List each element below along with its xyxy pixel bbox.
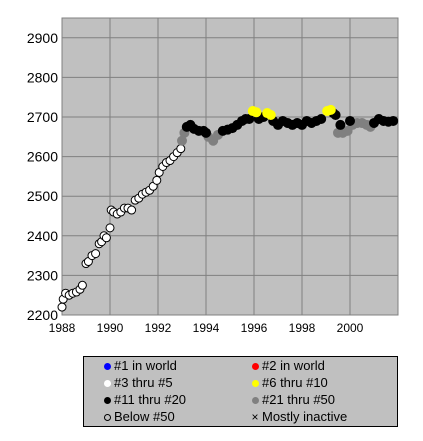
data-point — [177, 135, 187, 146]
data-point — [265, 110, 276, 121]
data-point — [244, 113, 255, 124]
blue-dot-icon — [103, 363, 111, 370]
data-point — [335, 119, 346, 130]
series-0 — [57, 144, 186, 312]
data-point — [152, 175, 162, 185]
data-point — [251, 107, 262, 118]
legend-item-below-50: Below #50 — [102, 409, 175, 425]
y-tick-label: 2300 — [27, 267, 58, 283]
data-point — [57, 302, 67, 312]
x-tick-label: 1990 — [97, 321, 124, 335]
x-tick-label: 1996 — [241, 321, 268, 335]
y-tick-label: 2800 — [27, 69, 58, 85]
data-point — [105, 223, 115, 233]
red-dot-icon — [251, 363, 259, 370]
gray-dot-icon — [251, 397, 259, 404]
legend-item-inactive: × Mostly inactive — [251, 409, 348, 424]
y-tick-label: 2700 — [27, 109, 58, 125]
data-point — [345, 115, 355, 126]
white-dot-icon — [103, 380, 111, 387]
legend-item-rank-21-50: #21 thru #50 — [250, 392, 335, 408]
plot-area — [61, 17, 399, 316]
legend-item-rank-1: #1 in world — [102, 358, 177, 374]
series-2 — [181, 108, 399, 138]
data-point — [388, 115, 399, 126]
y-tick-label: 2600 — [27, 149, 58, 165]
ring-icon — [103, 414, 111, 421]
legend-item-rank-6-10: #6 thru #10 — [250, 375, 328, 391]
y-tick-label: 2900 — [27, 30, 58, 46]
legend: #1 in world #2 in world #3 thru #5 #6 th… — [83, 356, 398, 427]
y-tick-label: 2500 — [27, 188, 58, 204]
x-tick-label: 1992 — [145, 321, 172, 335]
x-tick-label: 2000 — [337, 321, 364, 335]
data-point — [91, 249, 101, 259]
legend-item-rank-3-5: #3 thru #5 — [102, 375, 173, 391]
data-point — [316, 113, 327, 124]
series-3 — [247, 104, 336, 121]
chart: 2200 2300 2400 2500 2600 2700 2800 2900 1988 199… — [27, 17, 399, 335]
x-tick-label: 1988 — [49, 321, 76, 335]
legend-item-rank-2: #2 in world — [250, 358, 325, 374]
x-tick-label: 1994 — [193, 321, 220, 335]
legend-item-rank-11-20: #11 thru #20 — [102, 392, 186, 408]
y-tick-label: 2200 — [27, 307, 58, 323]
y-tick-label: 2400 — [27, 228, 58, 244]
yellow-dot-icon — [251, 380, 259, 387]
data-points — [57, 104, 399, 312]
data-point — [127, 205, 137, 215]
gridlines — [61, 18, 398, 316]
x-tick-label: 1998 — [289, 321, 316, 335]
y-axis-ticks: 2200 2300 2400 2500 2600 2700 2800 2900 — [27, 30, 58, 323]
data-point — [201, 127, 211, 138]
x-axis-ticks: 1988 1990 1992 1994 1996 1998 2000 — [49, 321, 364, 335]
data-point — [176, 144, 186, 154]
data-point — [325, 104, 336, 115]
data-point — [101, 233, 111, 243]
black-dot-icon — [103, 397, 111, 404]
x-mark-icon: × — [251, 410, 259, 424]
data-point — [77, 280, 87, 290]
